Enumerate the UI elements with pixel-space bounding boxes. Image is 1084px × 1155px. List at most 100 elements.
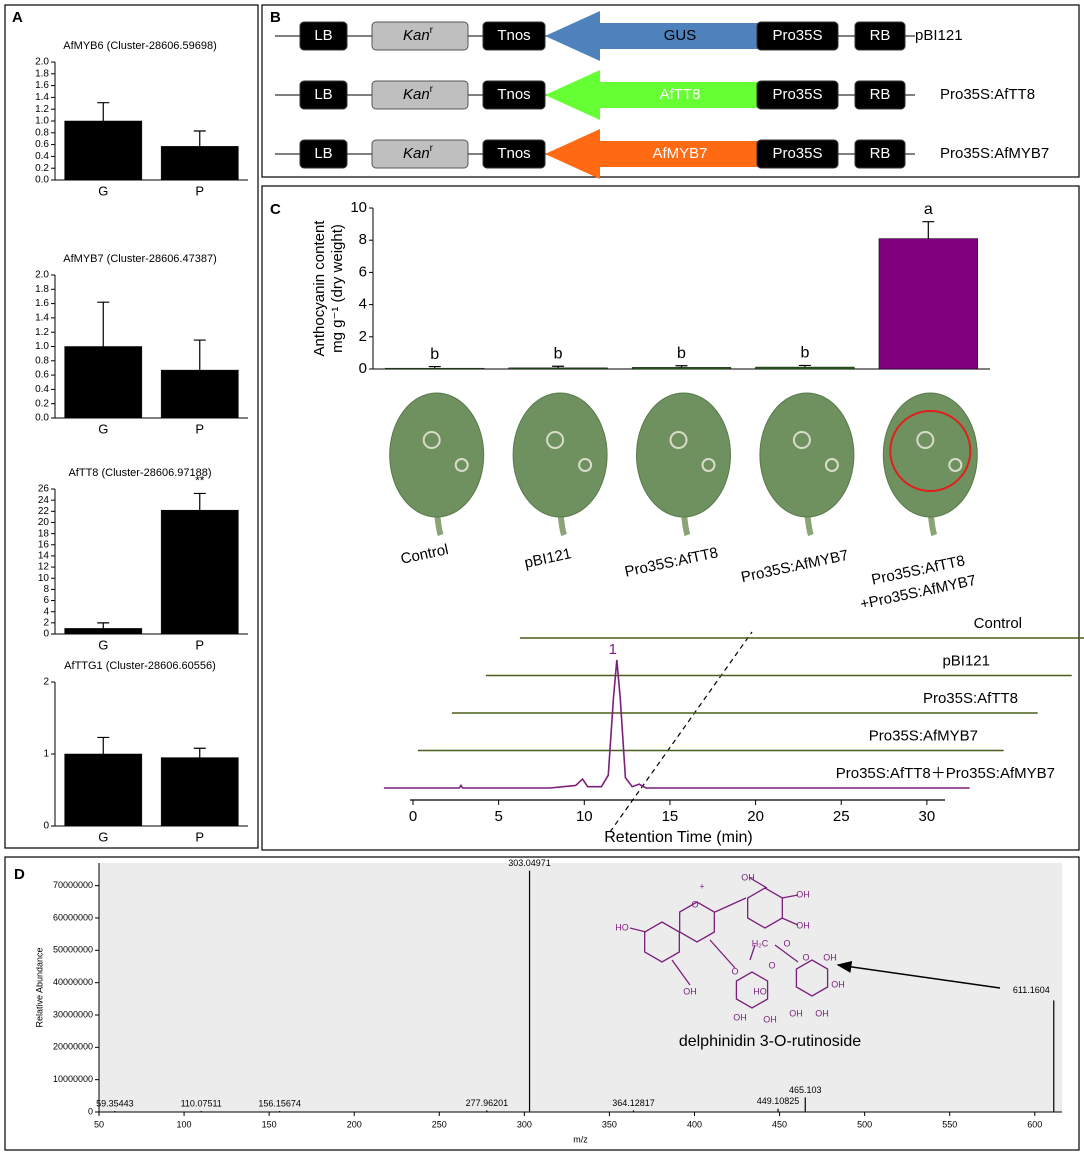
x-tick-label: 600 <box>1027 1119 1042 1129</box>
x-tick-label: 30 <box>919 808 936 825</box>
y-tick-label: 4 <box>43 606 49 617</box>
marker-box <box>371 80 469 110</box>
y-tick-label: 1.6 <box>35 298 49 309</box>
y-tick-label: 1.6 <box>35 80 49 91</box>
x-tick-label: 50 <box>94 1119 104 1129</box>
atom-label: OH <box>831 979 845 989</box>
panel-label: A <box>12 9 23 26</box>
group-label: a <box>924 201 933 218</box>
atom-label: H₂C <box>752 938 769 948</box>
x-tick-label: 5 <box>494 808 502 825</box>
x-tick-label: 0 <box>409 808 417 825</box>
error-bar <box>922 221 935 239</box>
element-label: LB <box>314 145 332 162</box>
element-label: RB <box>870 145 891 162</box>
y-tick-label: 0 <box>43 629 49 640</box>
x-tick-label: G <box>98 829 108 844</box>
error-bar <box>97 622 110 629</box>
error-bar <box>97 301 110 347</box>
element-box <box>299 139 348 169</box>
y-tick-label: 0.0 <box>35 175 49 186</box>
atom-label: OH <box>823 952 837 962</box>
leaf-spot <box>824 458 839 472</box>
element-label: RB <box>870 86 891 103</box>
element-label: Tnos <box>497 145 530 162</box>
leaf-spot <box>916 431 935 449</box>
element-label: Pro35S <box>772 27 822 44</box>
x-tick-label: 350 <box>602 1119 617 1129</box>
leaf-spot <box>792 431 811 449</box>
leaf-spot <box>701 458 716 472</box>
atom-label: O <box>731 966 738 976</box>
element-box <box>854 139 906 169</box>
x-tick-label: Pro35S:AfTT8 <box>623 544 720 580</box>
panel-d-frame <box>4 856 1080 1151</box>
element-label: Pro35S <box>772 86 822 103</box>
element-box <box>756 139 839 169</box>
series-label: Pro35S:AfMYB7 <box>869 727 978 744</box>
atom-label: OH <box>789 1008 803 1018</box>
ring <box>795 959 829 997</box>
element-label: LB <box>314 86 332 103</box>
marker-superscript: r <box>430 143 434 154</box>
y-tick-label: 26 <box>38 484 50 495</box>
x-tick-label: 500 <box>857 1119 872 1129</box>
atom-label: OH <box>683 986 697 996</box>
y-tick-label: 0.0 <box>35 413 49 424</box>
bar <box>160 369 239 419</box>
y-tick-label: 1.2 <box>35 327 49 338</box>
bar <box>160 509 239 635</box>
chart-title: AfMYB6 (Cluster-28606.59698) <box>63 40 216 52</box>
y-tick-label: 0 <box>88 1106 93 1116</box>
y-axis-label: mg g⁻¹ (dry weight) <box>329 224 346 353</box>
atom-label: HO <box>753 986 767 996</box>
atom-label: OH <box>733 1012 747 1022</box>
y-tick-label: 2 <box>359 328 367 345</box>
group-label: b <box>430 346 439 363</box>
error-bar <box>675 365 688 368</box>
x-tick-label: 100 <box>177 1119 192 1129</box>
panel-a-frame <box>4 4 259 849</box>
ring <box>679 901 715 943</box>
series-label: Pro35S:AfTT8 <box>923 690 1018 707</box>
x-tick-label: 400 <box>687 1119 702 1129</box>
error-bar <box>97 102 110 121</box>
bond <box>629 877 799 986</box>
y-tick-label: 16 <box>38 539 50 550</box>
marker-label: Kanr <box>403 84 434 103</box>
peak-label: 303.04971 <box>508 858 551 868</box>
trace <box>383 659 970 789</box>
y-tick-label: 1.0 <box>35 341 49 352</box>
gene-label: AfMYB7 <box>652 145 707 162</box>
bar <box>631 367 732 370</box>
group-label: b <box>554 345 563 362</box>
y-tick-label: 20000000 <box>53 1042 93 1052</box>
y-tick-label: 40000000 <box>53 977 93 987</box>
y-tick-label: 2.0 <box>35 57 49 68</box>
x-tick-label: 20 <box>747 808 764 825</box>
error-bar <box>193 130 206 147</box>
leaf-spot <box>422 431 441 449</box>
y-tick-label: 0.4 <box>35 151 49 162</box>
leaf-spot <box>578 458 593 472</box>
x-tick-label: 550 <box>942 1119 957 1129</box>
series-label: pBI121 <box>942 652 990 669</box>
y-tick-label: 0.8 <box>35 355 49 366</box>
y-tick-label: 0.6 <box>35 139 49 150</box>
bar <box>64 346 143 419</box>
x-tick-label: G <box>98 637 108 652</box>
panel-label: D <box>14 866 25 883</box>
y-tick-label: 6 <box>359 263 367 280</box>
gene-label: GUS <box>664 27 697 44</box>
atom-label: OH <box>741 872 755 882</box>
chart-title: AfTT8 (Cluster-28606.97188) <box>68 467 211 479</box>
atom-label: OH <box>796 889 810 899</box>
y-tick-label: 10 <box>350 199 367 216</box>
y-axis-label: Relative Abundance <box>34 947 44 1027</box>
y-tick-label: 2 <box>43 617 49 628</box>
leaf-spot <box>669 431 688 449</box>
leaf-spot <box>454 458 469 472</box>
error-bar <box>193 339 206 371</box>
marker-box <box>371 21 469 51</box>
